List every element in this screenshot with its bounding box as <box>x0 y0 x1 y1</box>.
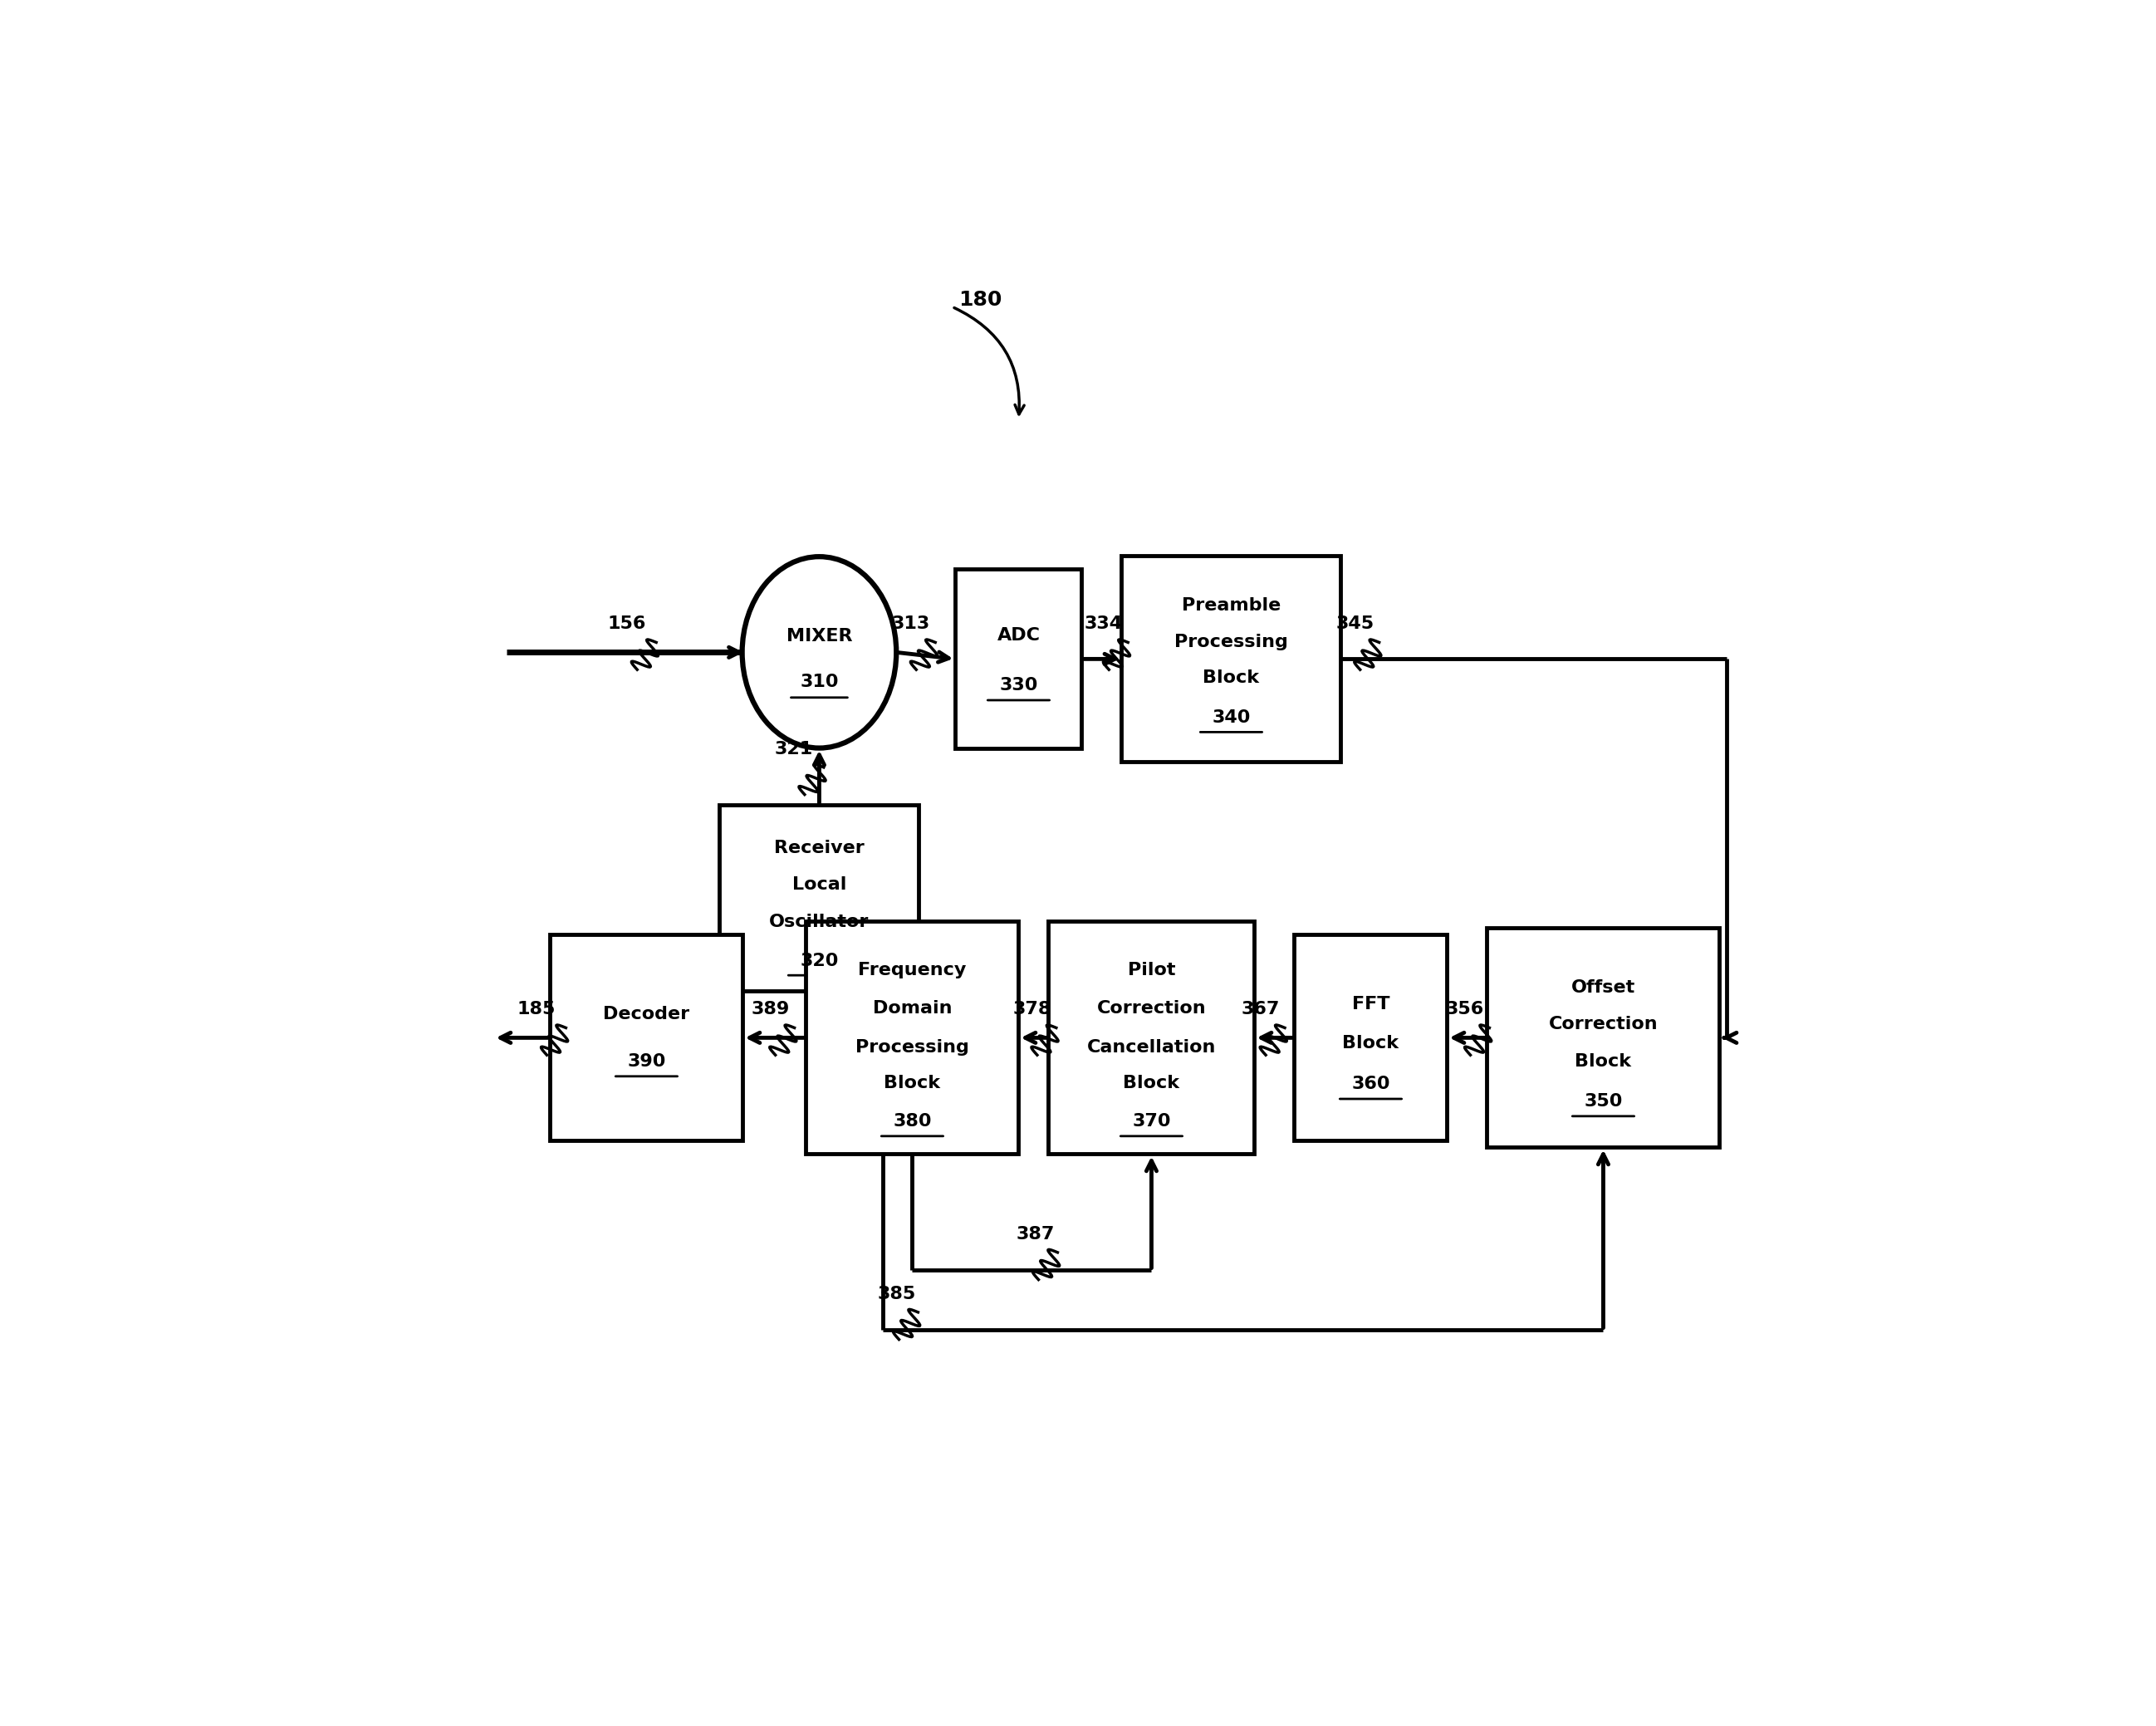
FancyBboxPatch shape <box>550 935 744 1141</box>
Text: 389: 389 <box>750 1001 789 1018</box>
Text: Block: Block <box>1203 670 1259 685</box>
Text: 345: 345 <box>1335 616 1373 632</box>
Text: MIXER: MIXER <box>787 628 852 646</box>
Text: 380: 380 <box>893 1113 931 1131</box>
Text: Decoder: Decoder <box>604 1006 690 1022</box>
Text: 340: 340 <box>1212 709 1250 725</box>
FancyBboxPatch shape <box>806 922 1018 1155</box>
Text: Domain: Domain <box>873 999 953 1017</box>
Text: Block: Block <box>1123 1075 1179 1091</box>
Text: Processing: Processing <box>1175 633 1287 651</box>
Text: 313: 313 <box>893 616 929 632</box>
Text: Preamble: Preamble <box>1181 597 1281 614</box>
Text: 334: 334 <box>1084 616 1123 632</box>
Text: Local: Local <box>791 877 847 894</box>
Text: ADC: ADC <box>996 627 1039 644</box>
Text: 385: 385 <box>877 1286 916 1301</box>
Text: Correction: Correction <box>1548 1017 1658 1032</box>
Text: 185: 185 <box>517 1001 556 1018</box>
FancyBboxPatch shape <box>955 570 1082 749</box>
FancyBboxPatch shape <box>1048 922 1255 1155</box>
Text: 378: 378 <box>1013 1001 1052 1018</box>
Text: Frequency: Frequency <box>858 961 966 979</box>
Text: Processing: Processing <box>856 1039 968 1055</box>
Text: 356: 356 <box>1447 1001 1483 1018</box>
FancyBboxPatch shape <box>1294 935 1447 1141</box>
Text: 390: 390 <box>627 1053 666 1070</box>
Text: 156: 156 <box>608 616 647 632</box>
Text: Block: Block <box>1343 1036 1399 1051</box>
Text: 387: 387 <box>1018 1225 1054 1243</box>
FancyBboxPatch shape <box>720 804 918 991</box>
Text: 320: 320 <box>800 953 839 968</box>
Text: Block: Block <box>1576 1053 1632 1070</box>
Text: 330: 330 <box>1000 677 1037 694</box>
Text: Offset: Offset <box>1572 979 1636 996</box>
Ellipse shape <box>742 557 897 747</box>
FancyBboxPatch shape <box>1488 929 1720 1148</box>
Text: 360: 360 <box>1352 1075 1391 1093</box>
Text: FFT: FFT <box>1352 996 1391 1013</box>
Text: 180: 180 <box>959 290 1003 311</box>
Text: 370: 370 <box>1132 1113 1171 1131</box>
FancyBboxPatch shape <box>1121 556 1341 761</box>
Text: 367: 367 <box>1242 1001 1281 1018</box>
Text: Correction: Correction <box>1097 999 1205 1017</box>
Text: 350: 350 <box>1585 1093 1623 1110</box>
Text: 310: 310 <box>800 673 839 690</box>
Text: Receiver: Receiver <box>774 839 865 856</box>
Text: Pilot: Pilot <box>1128 961 1175 979</box>
Text: Cancellation: Cancellation <box>1087 1039 1216 1055</box>
Text: Block: Block <box>884 1075 940 1091</box>
Text: 321: 321 <box>774 740 813 758</box>
Text: Oscillator: Oscillator <box>770 913 869 930</box>
